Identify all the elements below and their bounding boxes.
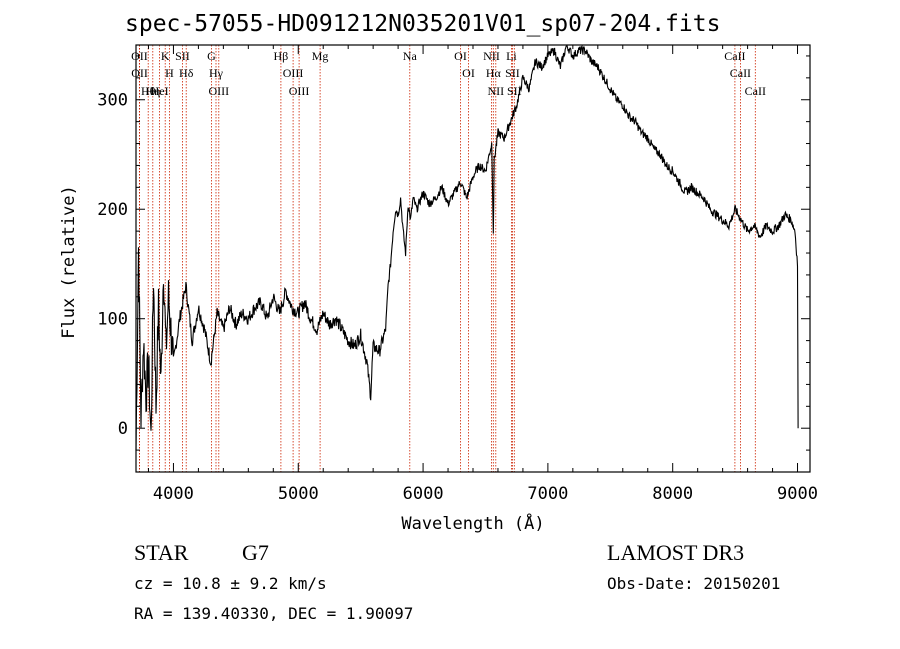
plot-frame <box>135 44 811 473</box>
line-label: OIII <box>283 66 304 80</box>
x-axis-label: Wavelength (Å) <box>401 512 544 534</box>
x-tick-label: 4000 <box>153 484 194 504</box>
survey-name: LAMOST DR3 <box>607 540 745 565</box>
line-label: Hα <box>486 66 502 80</box>
line-label: OIII <box>208 84 229 98</box>
redshift-cz: cz = 10.8 ± 9.2 km/s <box>134 574 327 593</box>
line-label: OI <box>462 66 475 80</box>
spectrum-line <box>135 44 799 451</box>
line-label: OII <box>131 66 148 80</box>
x-tick-label: 9000 <box>777 484 818 504</box>
line-label: SII <box>505 66 520 80</box>
line-label: OII <box>131 49 148 63</box>
line-label: NII <box>487 84 504 98</box>
y-tick-label: 100 <box>97 310 128 330</box>
ra-dec: RA = 139.40330, DEC = 1.90097 <box>134 604 414 623</box>
y-axis-label: Flux (relative) <box>59 185 79 339</box>
line-label: Li <box>506 49 517 63</box>
object-class: STAR <box>134 540 189 565</box>
line-label: OIII <box>289 84 310 98</box>
line-label: HeI <box>151 84 169 98</box>
line-label: Hβ <box>274 49 289 63</box>
line-label: SII <box>507 84 522 98</box>
line-label: K <box>161 49 170 63</box>
line-label: SII <box>175 49 190 63</box>
y-tick-label: 300 <box>97 91 128 111</box>
axis-ticks <box>136 45 810 473</box>
x-tick-label: 6000 <box>403 484 444 504</box>
tick-labels: 4000 5000 6000 7000 8000 9000 0 100 200 300 <box>97 91 818 504</box>
line-label: CaII <box>745 84 766 98</box>
x-tick-label: 7000 <box>527 484 568 504</box>
line-label: OI <box>454 49 467 63</box>
x-tick-label: 8000 <box>652 484 693 504</box>
line-label: CaII <box>730 66 751 80</box>
line-label: CaII <box>724 49 745 63</box>
line-label: Hγ <box>209 66 224 80</box>
line-label: NII <box>483 49 500 63</box>
spectral-subclass: G7 <box>242 540 269 565</box>
y-tick-label: 200 <box>97 200 128 220</box>
y-tick-label: 0 <box>118 419 128 439</box>
line-label: Hθ <box>141 84 156 98</box>
line-label: Hδ <box>179 66 194 80</box>
chart-title: spec-57055-HD091212N035201V01_sp07-204.f… <box>125 11 721 37</box>
line-label: Na <box>403 49 418 63</box>
line-label: G <box>207 49 216 63</box>
line-label: Hη <box>145 84 160 98</box>
line-label: H <box>165 66 174 80</box>
x-tick-label: 5000 <box>278 484 319 504</box>
line-label: Mg <box>312 49 329 63</box>
emission-line-markers <box>138 45 756 472</box>
observation-date: Obs-Date: 20150201 <box>607 574 781 593</box>
